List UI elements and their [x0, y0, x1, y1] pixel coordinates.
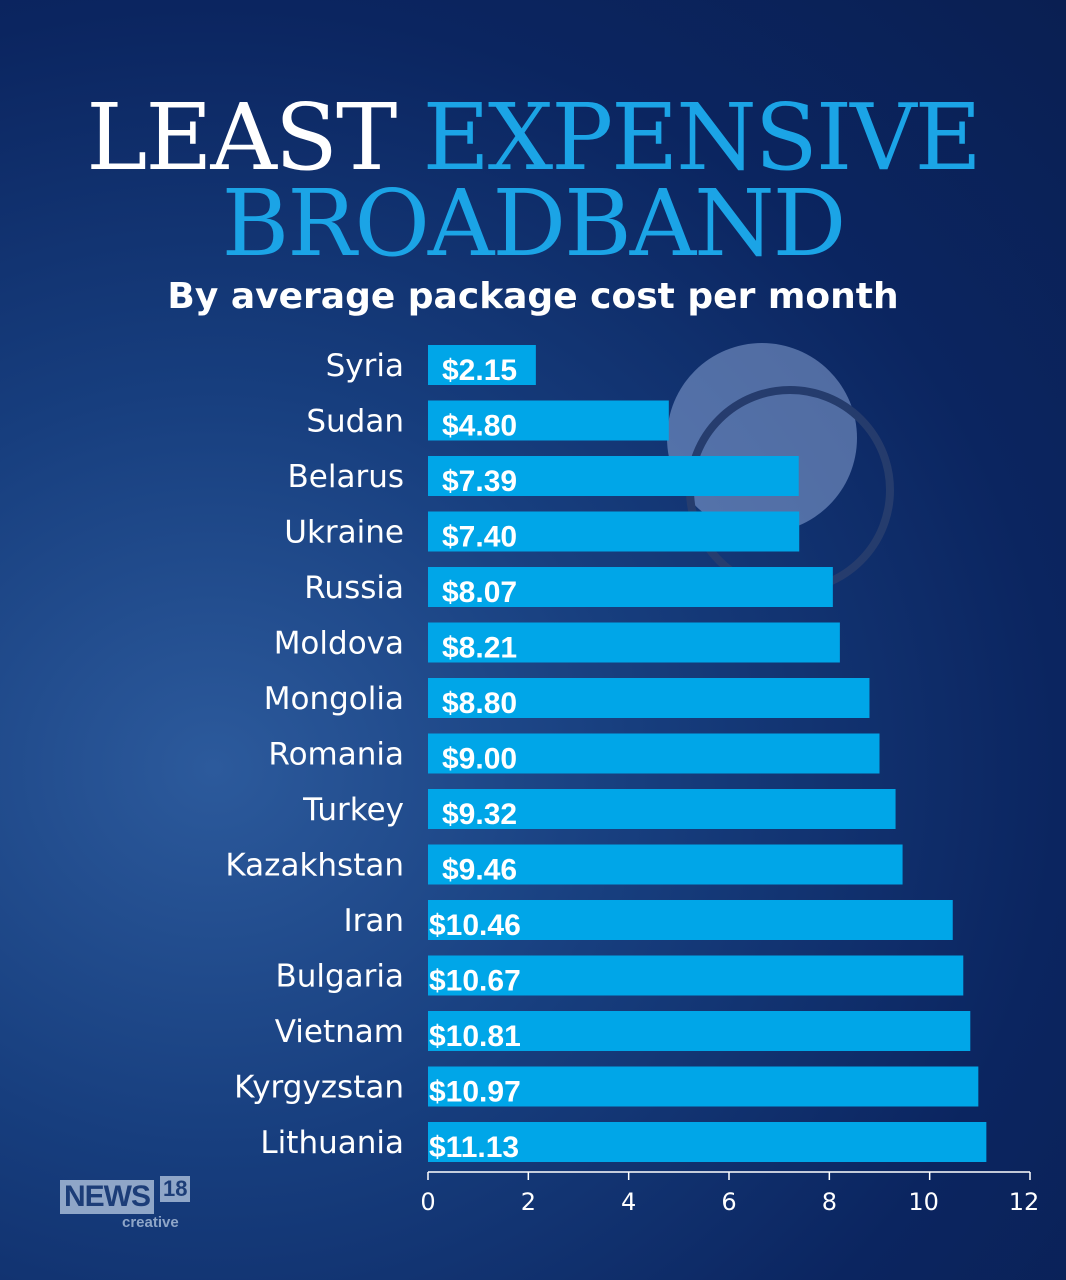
- bar: [428, 622, 840, 663]
- data-label: $8.21: [442, 632, 517, 665]
- data-label: $9.32: [442, 798, 517, 831]
- bar: [428, 400, 669, 441]
- news18-logo: NEWS 18 creative: [60, 1176, 191, 1231]
- data-label: $10.67: [429, 965, 521, 998]
- bar: [428, 511, 800, 552]
- data-label: $8.07: [442, 576, 517, 609]
- x-tick-label: 8: [822, 1188, 837, 1216]
- bar: [428, 678, 870, 718]
- bar: [428, 844, 903, 885]
- category-label: Iran: [343, 903, 404, 939]
- title-least: LEAST: [86, 84, 397, 191]
- category-label: Lithuania: [260, 1125, 404, 1161]
- category-label: Bulgaria: [275, 959, 404, 995]
- data-label: $10.97: [429, 1076, 521, 1109]
- bar: [428, 789, 896, 829]
- data-label: $4.80: [442, 410, 517, 443]
- data-label: $2.15: [442, 354, 517, 387]
- bar: [428, 900, 953, 940]
- logo-tag: creative: [122, 1214, 179, 1231]
- x-tick-label: 4: [621, 1188, 636, 1216]
- bar: [428, 1066, 979, 1107]
- bar: [428, 1011, 971, 1051]
- bar: [428, 345, 536, 385]
- category-label: Mongolia: [264, 681, 404, 717]
- category-label: Kyrgyzstan: [234, 1070, 404, 1106]
- title-line-2: BROADBAND: [221, 170, 847, 277]
- category-label: Kazakhstan: [225, 848, 404, 884]
- bar: [428, 955, 964, 996]
- data-label: $9.00: [442, 743, 517, 776]
- category-label: Moldova: [274, 626, 404, 662]
- category-label: Russia: [304, 570, 404, 606]
- bar: [428, 567, 833, 607]
- x-tick-label: 0: [420, 1188, 435, 1216]
- data-label: $8.80: [442, 687, 517, 720]
- data-label: $9.46: [442, 854, 517, 887]
- logo-news: NEWS: [60, 1180, 154, 1214]
- x-tick-label: 6: [721, 1188, 736, 1216]
- data-label: $7.40: [442, 521, 517, 554]
- data-label: $10.46: [429, 909, 521, 942]
- bar: [428, 1122, 987, 1162]
- x-tick-label: 2: [521, 1188, 536, 1216]
- bar: [428, 733, 880, 774]
- x-tick-label: 12: [1009, 1188, 1040, 1216]
- category-label: Belarus: [288, 459, 405, 495]
- category-label: Romania: [268, 737, 404, 773]
- category-label: Vietnam: [275, 1014, 404, 1050]
- subtitle: By average package cost per month: [167, 276, 899, 317]
- category-label: Syria: [326, 348, 404, 384]
- data-label: $7.39: [442, 465, 517, 498]
- bar: [428, 456, 799, 496]
- data-label: $10.81: [429, 1020, 521, 1053]
- category-label: Ukraine: [284, 515, 404, 551]
- title-line-1: LEAST EXPENSIVE: [0, 92, 1066, 184]
- title-expensive: EXPENSIVE: [422, 84, 982, 191]
- data-label: $11.13: [429, 1131, 519, 1164]
- category-label: Sudan: [306, 404, 404, 440]
- category-label: Turkey: [302, 792, 404, 828]
- logo-number: 18: [160, 1176, 191, 1202]
- x-tick-label: 10: [908, 1188, 939, 1216]
